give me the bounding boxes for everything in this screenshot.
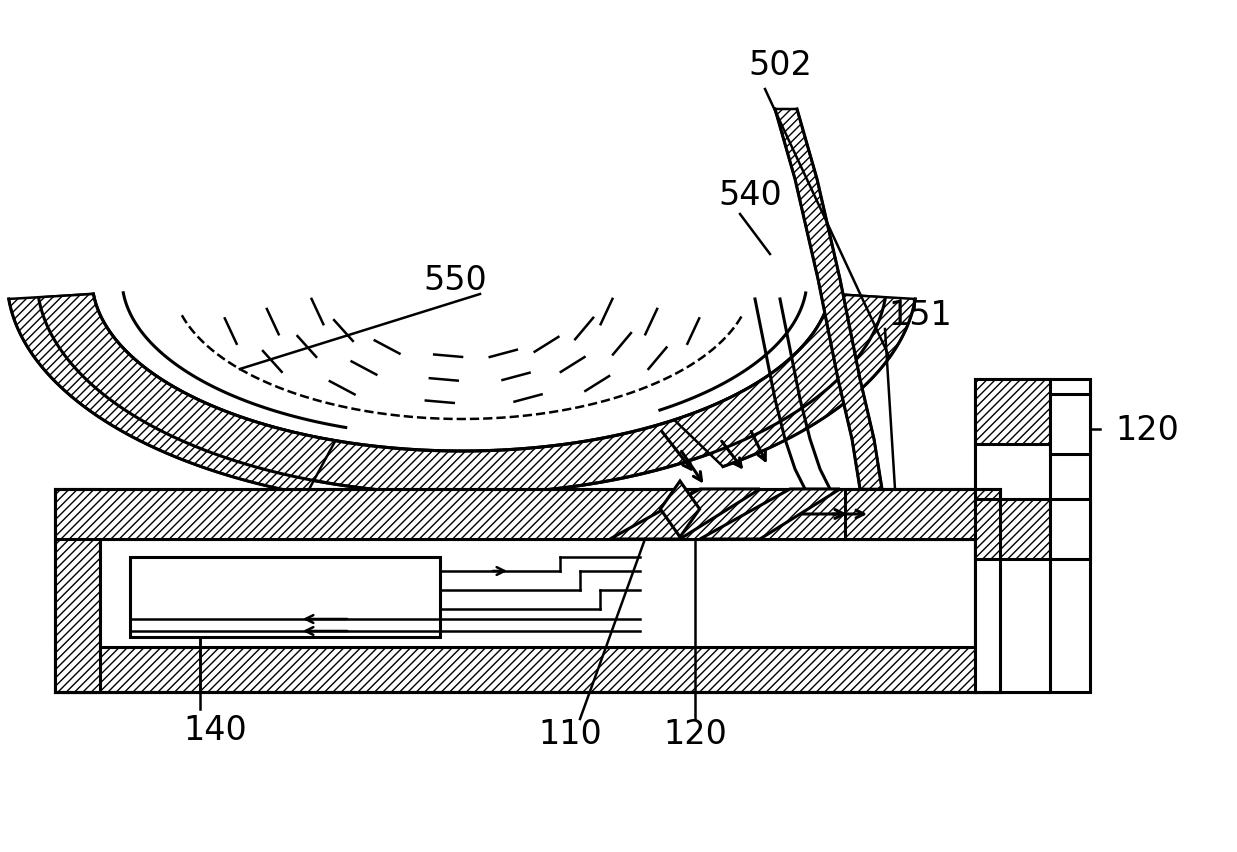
Polygon shape — [975, 499, 1050, 560]
Polygon shape — [661, 481, 700, 538]
Polygon shape — [674, 295, 915, 467]
Polygon shape — [38, 295, 886, 494]
Polygon shape — [700, 489, 840, 539]
Polygon shape — [845, 489, 975, 539]
Polygon shape — [975, 419, 1050, 692]
Text: 151: 151 — [888, 298, 952, 331]
Text: 120: 120 — [663, 717, 727, 751]
Polygon shape — [610, 489, 760, 539]
Text: 502: 502 — [748, 49, 811, 82]
Polygon shape — [1050, 499, 1090, 560]
Polygon shape — [54, 648, 999, 692]
Polygon shape — [975, 379, 1050, 445]
Polygon shape — [776, 110, 882, 489]
Text: 120: 120 — [1115, 413, 1179, 446]
Polygon shape — [54, 489, 999, 539]
Polygon shape — [130, 557, 440, 637]
Polygon shape — [9, 295, 335, 495]
Text: 110: 110 — [538, 717, 602, 751]
Text: 540: 540 — [719, 178, 782, 211]
Text: 550: 550 — [423, 263, 487, 296]
Polygon shape — [54, 489, 100, 692]
Polygon shape — [100, 539, 975, 648]
Polygon shape — [975, 379, 1090, 692]
Polygon shape — [1050, 394, 1090, 454]
Text: 140: 140 — [183, 712, 247, 746]
